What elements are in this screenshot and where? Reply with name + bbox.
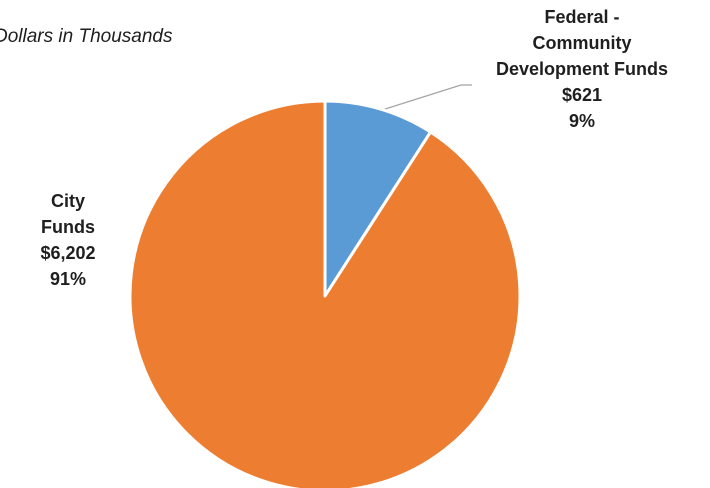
slice-value-city: $6,202: [40, 243, 96, 263]
slice-label-federal-line-3: Development Funds: [495, 59, 669, 79]
chart-subtitle: Dollars in Thousands: [0, 26, 173, 47]
slice-value-federal: $621: [561, 85, 603, 105]
slice-label-federal-line-1: Federal -: [544, 7, 620, 27]
slice-label-city-line-2: Funds: [41, 217, 95, 237]
pie-slice-city: [128, 99, 522, 488]
slice-label-federal-line-2: Community: [532, 33, 632, 53]
slice-label-city-line-1: City: [50, 191, 85, 211]
slice-percent-city: 91%: [49, 269, 87, 289]
slice-label-city: City Funds $6,202 91%: [14, 188, 122, 292]
slice-percent-federal: 9%: [568, 111, 595, 131]
leader-line-federal: [379, 84, 462, 112]
pie-slice-federal: [323, 99, 433, 298]
slice-label-federal: Federal - Community Development Funds $6…: [462, 4, 702, 134]
